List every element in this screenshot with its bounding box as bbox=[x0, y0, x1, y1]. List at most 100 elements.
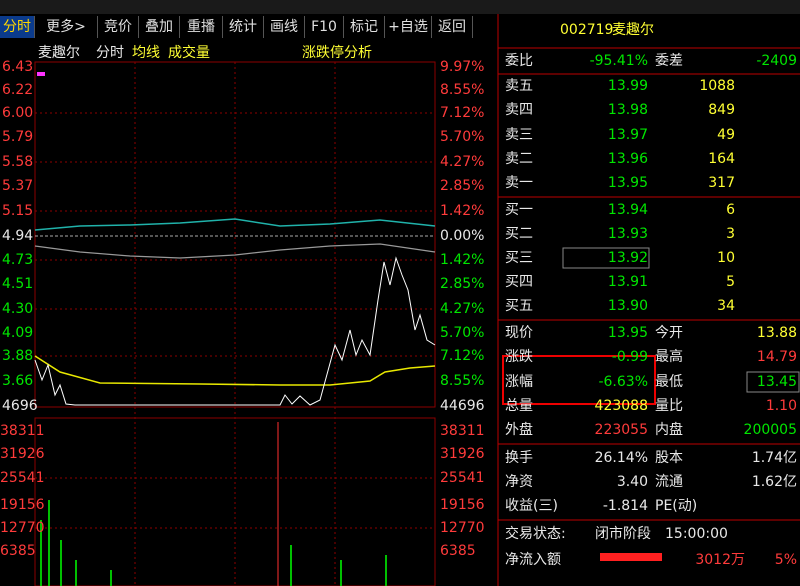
toolbar-tab[interactable]: 标记 bbox=[344, 16, 385, 38]
volume-label-right: 25541 bbox=[440, 470, 485, 486]
pct-label: 2.85% bbox=[440, 178, 485, 194]
volume-label: 19156 bbox=[0, 497, 45, 513]
value: -6.63% bbox=[598, 373, 648, 390]
volume-label-right: 19156 bbox=[440, 497, 485, 513]
value: 13.95 bbox=[607, 325, 648, 341]
price-label: 4.09 bbox=[2, 325, 34, 341]
order-price: 13.99 bbox=[607, 78, 648, 94]
price-label: 4696 bbox=[2, 398, 38, 414]
value: 423088 bbox=[594, 397, 648, 414]
toolbar-tab[interactable]: 分时 bbox=[0, 16, 35, 38]
pct-label: 1.42% bbox=[440, 252, 485, 268]
value: -1.814 bbox=[602, 498, 648, 514]
pct-label: 44696 bbox=[440, 398, 485, 414]
volume-label: 31926 bbox=[0, 446, 45, 462]
volume-label-right: 38311 bbox=[440, 423, 485, 439]
label: 收益(三) bbox=[505, 498, 558, 514]
order-price: 13.92 bbox=[607, 250, 648, 266]
value: 14.79 bbox=[756, 349, 797, 366]
pct-label: 2.85% bbox=[440, 276, 485, 292]
value: 26.14% bbox=[594, 450, 648, 466]
pct-label: 7.12% bbox=[440, 105, 485, 121]
price-label: 5.37 bbox=[2, 178, 34, 194]
pct-label: 7.12% bbox=[440, 348, 485, 364]
toolbar-tab[interactable]: 返回 bbox=[432, 16, 473, 38]
price-label: 5.79 bbox=[2, 129, 34, 145]
volume-label-right: 31926 bbox=[440, 446, 485, 462]
order-label: 买四 bbox=[505, 274, 533, 290]
order-price: 13.98 bbox=[607, 102, 648, 119]
toolbar-tab[interactable]: 叠加 bbox=[139, 16, 180, 38]
value: 223055 bbox=[594, 422, 648, 439]
top-bar bbox=[0, 0, 800, 14]
price-label: 6.22 bbox=[2, 82, 34, 98]
order-price: 13.93 bbox=[607, 226, 648, 242]
order-label: 卖三 bbox=[505, 126, 533, 143]
volume-label-right: 6385 bbox=[440, 543, 476, 559]
order-volume: 317 bbox=[708, 175, 735, 192]
price-label: 3.66 bbox=[2, 373, 34, 389]
toolbar-tab[interactable]: 更多> bbox=[35, 16, 98, 38]
order-label: 卖一 bbox=[505, 175, 533, 192]
toolbar-tab[interactable]: 画线 bbox=[264, 16, 305, 38]
price-label: 6.00 bbox=[2, 105, 34, 121]
volume-label: 25541 bbox=[0, 470, 45, 486]
low-box bbox=[746, 371, 800, 393]
pct-label: 4.27% bbox=[440, 154, 485, 170]
order-volume: 34 bbox=[717, 298, 735, 314]
toolbar-tab[interactable]: +自选 bbox=[385, 16, 432, 38]
label: 股本 bbox=[655, 450, 683, 466]
value: 1.74亿 bbox=[751, 450, 797, 466]
highlight-box bbox=[502, 355, 656, 405]
volume-label: 成交量 bbox=[168, 45, 210, 61]
order-label: 卖四 bbox=[505, 102, 533, 119]
price-label: 4.73 bbox=[2, 252, 34, 268]
label: 净资 bbox=[505, 474, 533, 490]
order-volume: 3 bbox=[726, 226, 735, 242]
order-volume: 6 bbox=[726, 202, 735, 218]
toolbar-tab[interactable]: F10 bbox=[305, 16, 344, 38]
label: 换手 bbox=[505, 450, 533, 466]
label: 外盘 bbox=[505, 422, 533, 439]
order-volume: 164 bbox=[708, 150, 735, 167]
order-volume: 5 bbox=[726, 274, 735, 290]
volume-label: 6385 bbox=[0, 543, 36, 559]
flow-value: 3012万 bbox=[695, 552, 745, 568]
order-label: 买五 bbox=[505, 298, 533, 314]
order-price: 13.97 bbox=[607, 126, 648, 143]
price-label: 4.94 bbox=[2, 228, 34, 244]
label: 流通 bbox=[655, 474, 683, 490]
volume-label: 38311 bbox=[0, 423, 45, 439]
value: 1.10 bbox=[765, 397, 797, 414]
avg-line bbox=[34, 355, 436, 386]
value: 200005 bbox=[743, 422, 797, 439]
value: 13.45 bbox=[756, 373, 797, 390]
label: 内盘 bbox=[655, 422, 683, 439]
status-label: 交易状态: bbox=[505, 526, 566, 542]
price-label: 4.30 bbox=[2, 301, 34, 317]
analysis: 涨跌停分析 bbox=[302, 45, 372, 61]
price-label: 5.15 bbox=[2, 203, 34, 219]
label: 涨跌 bbox=[505, 349, 533, 366]
status-phase: 闭市阶段 bbox=[595, 526, 651, 542]
order-price: 13.95 bbox=[607, 175, 648, 192]
volume-label: 12770 bbox=[0, 520, 45, 536]
order-price: 13.96 bbox=[607, 150, 648, 167]
flow-label: 净流入额 bbox=[505, 552, 561, 568]
label: 涨幅 bbox=[505, 373, 533, 390]
toolbar-tab[interactable]: 统计 bbox=[223, 16, 264, 38]
label: 今开 bbox=[655, 325, 683, 341]
value: 1.62亿 bbox=[751, 474, 797, 490]
stock-name: 麦趣尔 bbox=[38, 45, 80, 61]
price-label: 3.88 bbox=[2, 348, 34, 364]
toolbar-tab[interactable]: 竞价 bbox=[98, 16, 139, 38]
toolbar-tab[interactable]: 重播 bbox=[180, 16, 223, 38]
avg-label: 均线 bbox=[132, 45, 160, 61]
volume-bars bbox=[40, 500, 387, 586]
marker bbox=[37, 72, 45, 76]
order-label: 买三 bbox=[505, 250, 533, 266]
order-volume: 49 bbox=[717, 126, 735, 143]
volume-label-right: 12770 bbox=[440, 520, 485, 536]
